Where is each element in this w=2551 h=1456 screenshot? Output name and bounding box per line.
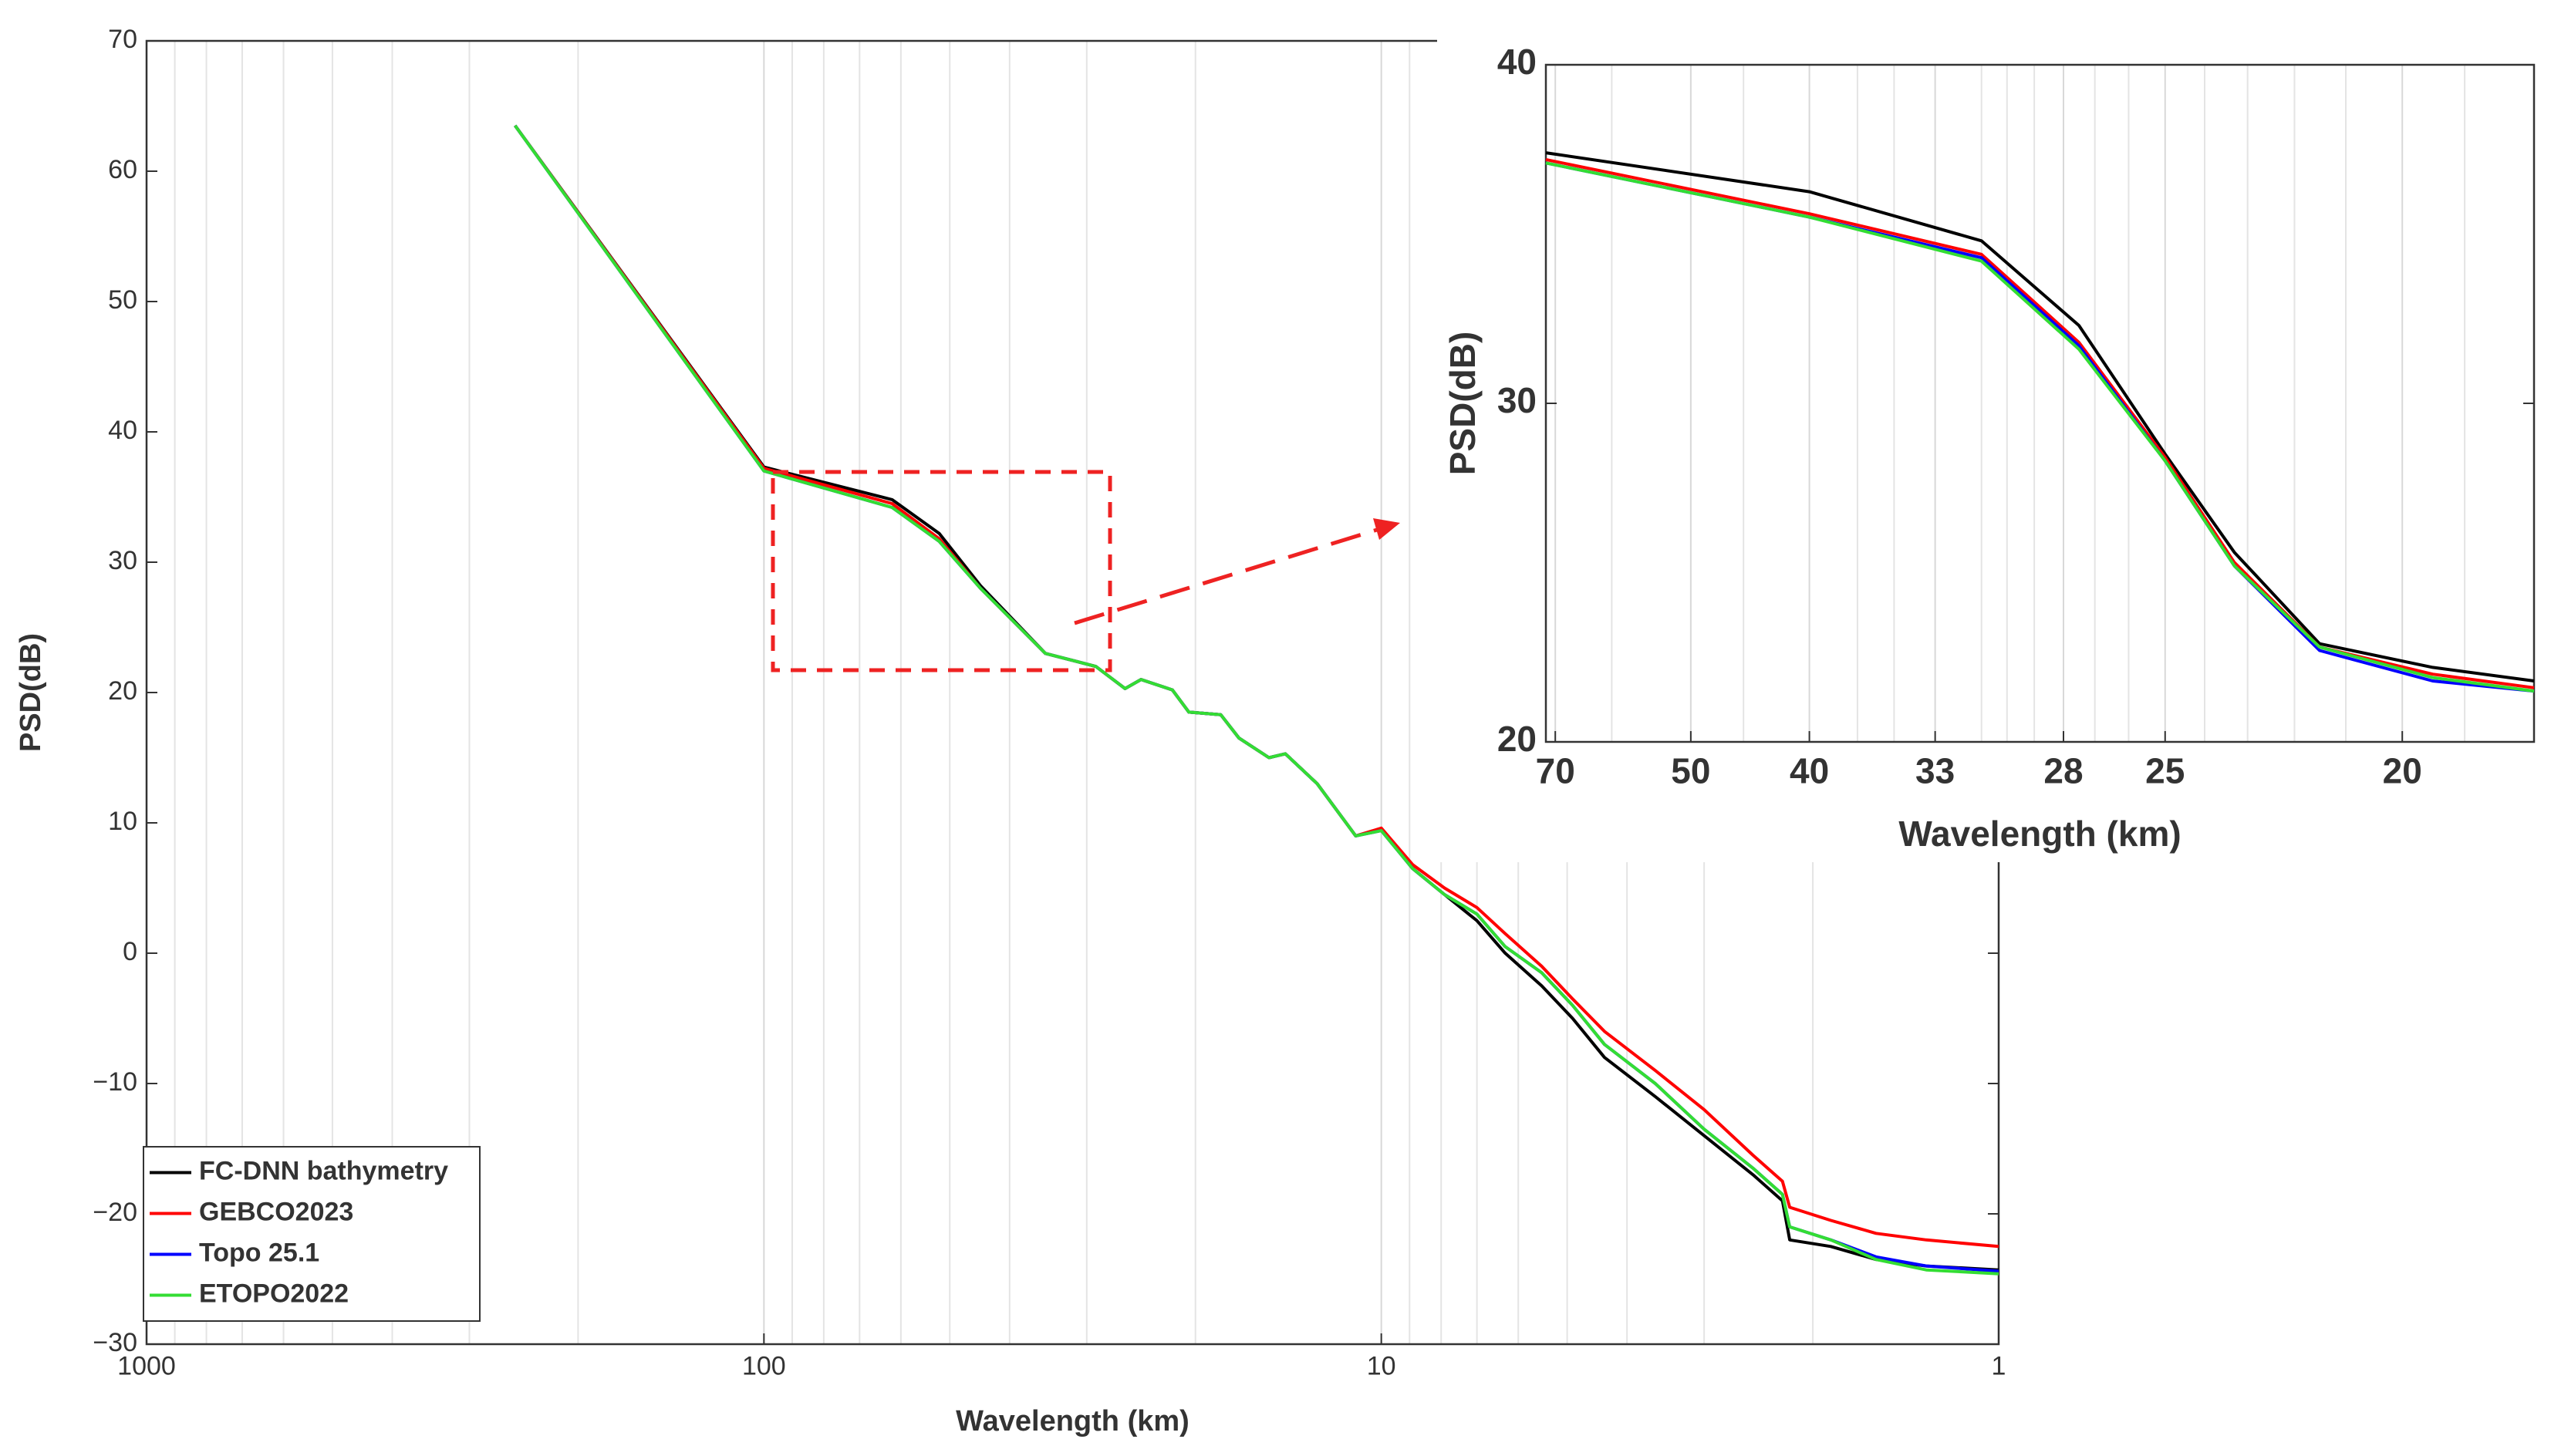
y-tick-label: 50 xyxy=(108,285,137,315)
series-line xyxy=(1545,157,2535,689)
y-tick-label: 30 xyxy=(1497,380,1537,420)
legend-box xyxy=(143,1146,481,1322)
legend-label: Topo 25.1 xyxy=(199,1238,319,1267)
y-axis-label: PSD(dB) xyxy=(15,633,47,752)
y-tick-label: 70 xyxy=(108,25,137,54)
x-tick-label: 10 xyxy=(1367,1352,1396,1381)
y-tick-label: 40 xyxy=(1497,42,1537,82)
y-tick-label: 40 xyxy=(108,416,137,445)
y-tick-label: 20 xyxy=(1497,719,1537,759)
x-tick-label: 28 xyxy=(2043,751,2083,791)
series-line xyxy=(514,124,1999,1276)
x-axis-label: Wavelength (km) xyxy=(1898,814,2181,854)
inset-background xyxy=(1437,0,2551,862)
inset-panel: 70 50 40 33 28 25 20 20 30 40 Wavelength (km) PSD(d… xyxy=(1443,42,2536,854)
legend-label: ETOPO2022 xyxy=(199,1279,349,1308)
y-tick-label: 0 xyxy=(123,937,137,966)
y-tick-label: −30 xyxy=(93,1328,137,1357)
zoom-arrow-head xyxy=(1373,518,1400,540)
x-tick-label: 40 xyxy=(1790,751,1829,791)
legend-label: FC-DNN bathymetry xyxy=(199,1156,448,1185)
y-tick-label: 20 xyxy=(108,676,137,706)
x-tick-label: 70 xyxy=(1536,751,1575,791)
series-line xyxy=(1545,151,2535,682)
y-tick-label: 10 xyxy=(108,807,137,836)
x-tick-label: 100 xyxy=(742,1352,786,1381)
legend-label: GEBCO2023 xyxy=(199,1197,353,1226)
y-tick-label: −20 xyxy=(93,1198,137,1227)
x-tick-label: 1000 xyxy=(117,1352,176,1381)
plot-frame xyxy=(1544,63,2536,743)
series-line xyxy=(1545,161,2535,693)
zoom-box xyxy=(771,470,1112,672)
x-tick-label: 20 xyxy=(2383,751,2422,791)
x-axis-label: Wavelength (km) xyxy=(956,1405,1189,1437)
y-tick-label: 30 xyxy=(108,546,137,575)
y-tick-label: −10 xyxy=(93,1067,137,1097)
x-tick-label: 25 xyxy=(2145,751,2185,791)
y-tick-label: 60 xyxy=(108,155,137,184)
x-tick-label: 50 xyxy=(1671,751,1710,791)
x-tick-label: 1 xyxy=(1992,1352,2006,1381)
zoom-arrow xyxy=(1074,527,1378,625)
y-axis-label: PSD(dB) xyxy=(1443,332,1483,476)
main-panel: 1000 100 10 1 −30 −20 −10 0 10 20 30 40 50 60 70 Wavele… xyxy=(15,25,2006,1437)
x-tick-label: 33 xyxy=(1915,751,1955,791)
